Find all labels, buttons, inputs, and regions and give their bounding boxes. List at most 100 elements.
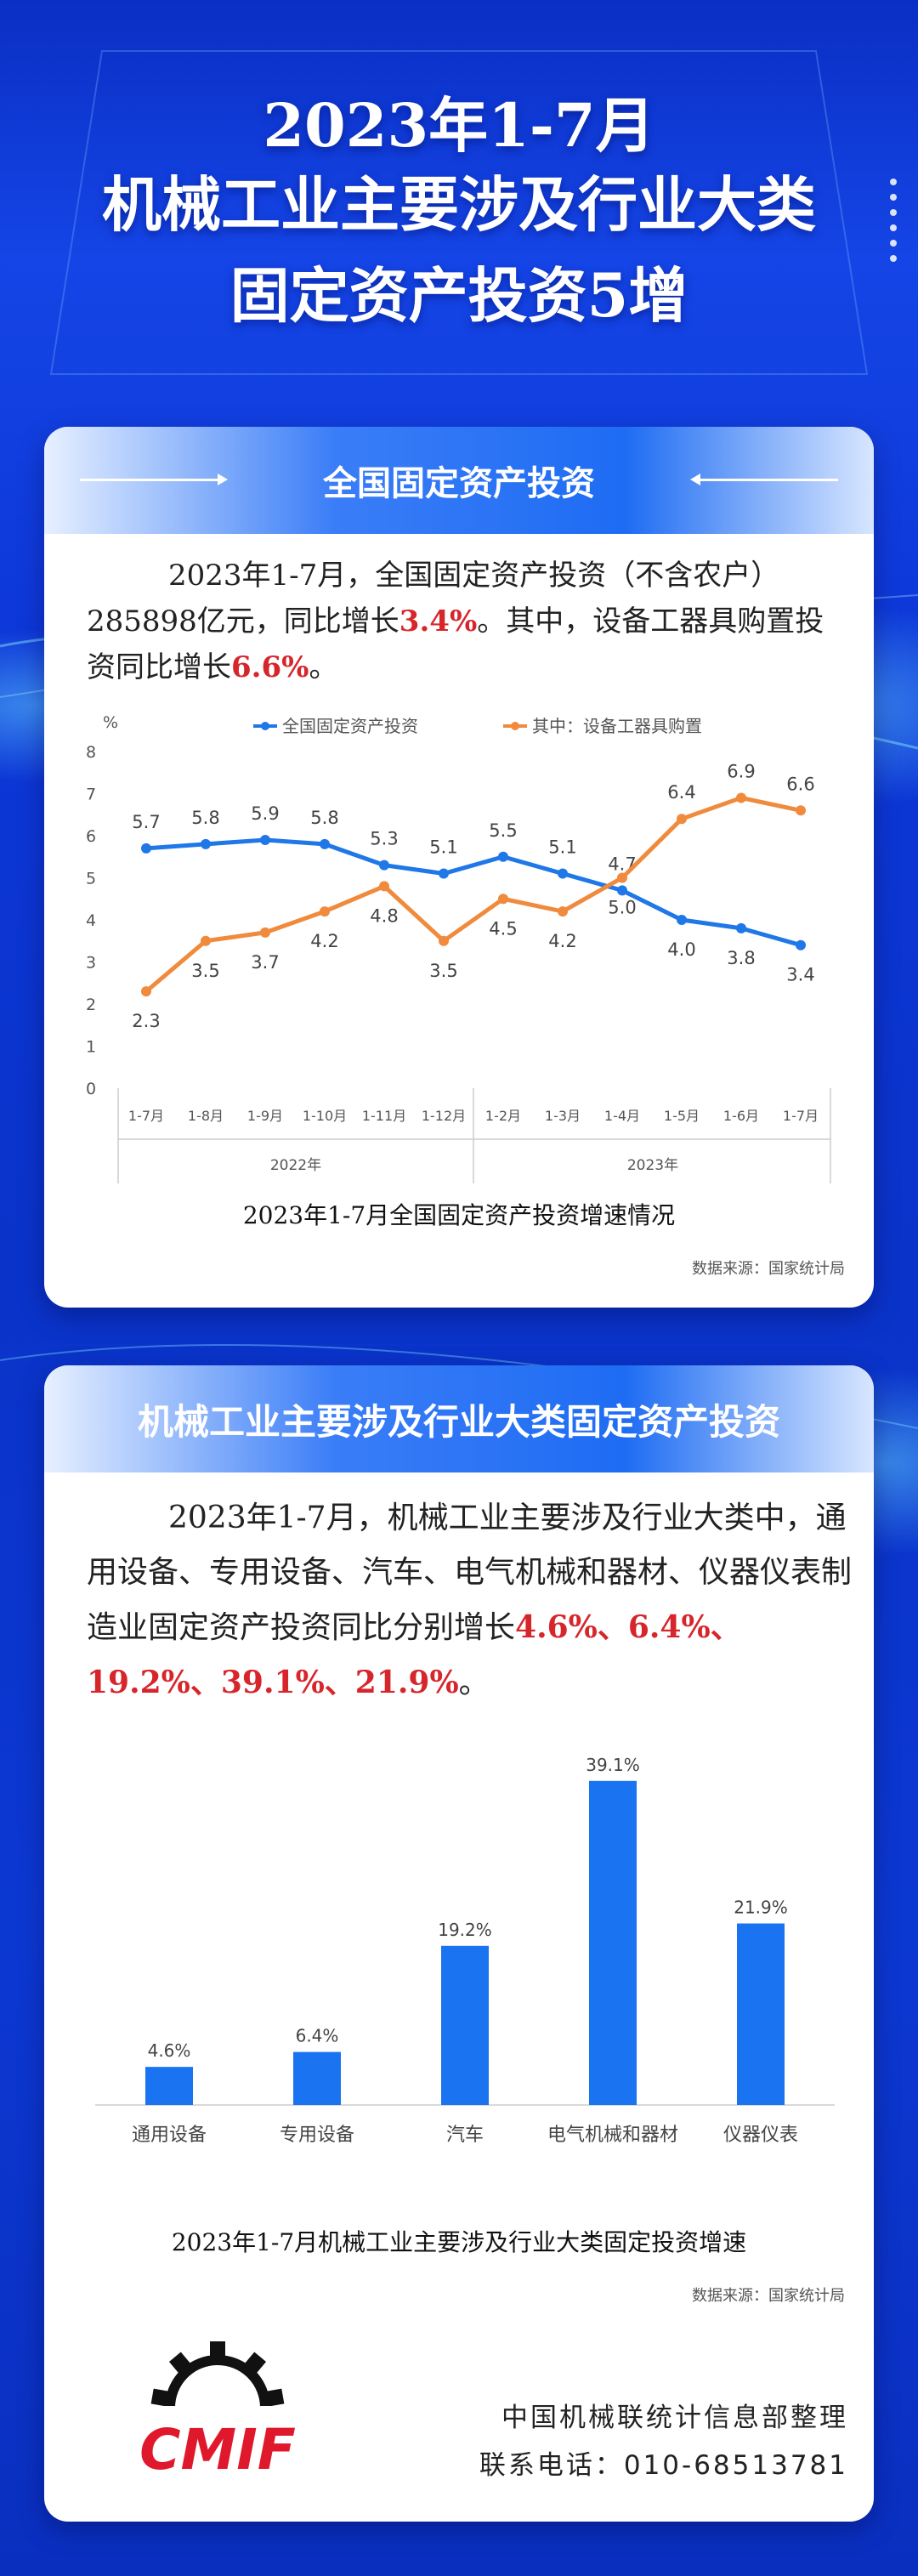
card-machinery-investment: 机械工业主要涉及行业大类固定资产投资 2023年1-7月，机械工业主要涉及行业大… — [44, 1365, 874, 2522]
arrow-left-icon — [690, 474, 838, 485]
y-tick-label: 3 — [86, 954, 96, 973]
y-tick-label: 5 — [86, 870, 96, 888]
bar — [441, 1945, 489, 2105]
series-line-equipment — [144, 795, 802, 994]
x-tick-label: 专用设备 — [280, 2125, 354, 2146]
cmif-logo: CMIF — [116, 2341, 320, 2482]
x-tick-label: 1-9月 — [247, 1108, 283, 1124]
x-group-label: 2022年 — [270, 1157, 321, 1174]
legend-marker — [261, 722, 269, 730]
data-label: 5.1 — [548, 837, 576, 858]
data-point — [736, 792, 746, 803]
data-label: 4.2 — [548, 931, 576, 951]
arrow-right-icon — [80, 474, 228, 485]
legend-label: 其中：设备工器具购置 — [532, 716, 702, 736]
y-tick-label: 8 — [86, 743, 96, 762]
x-tick-label: 1-7月 — [128, 1108, 164, 1124]
data-point — [201, 935, 211, 946]
y-tick-label: 0 — [86, 1080, 96, 1098]
data-label: 5.0 — [608, 898, 636, 918]
data-point — [677, 915, 687, 925]
legend-label: 全国固定资产投资 — [282, 716, 418, 736]
data-point — [141, 986, 151, 997]
highlight-value: 4.6%、6.4%、19.2%、39.1%、21.9% — [87, 1609, 741, 1700]
section-heading: 机械工业主要涉及行业大类固定资产投资 — [137, 1400, 780, 1443]
x-tick-label: 通用设备 — [132, 2125, 207, 2146]
legend-marker — [511, 722, 519, 730]
highlight-value: 6.6% — [231, 650, 309, 684]
data-label: 6.9 — [727, 761, 755, 781]
data-point — [796, 805, 806, 816]
bar — [293, 2051, 341, 2105]
x-tick-label: 1-7月 — [783, 1108, 819, 1124]
data-point — [498, 894, 508, 905]
card-national-investment: 全国固定资产投资 2023年1-7月，全国固定资产投资（不含农户）285898亿… — [44, 427, 874, 1308]
bar-value-label: 6.4% — [296, 2026, 339, 2046]
x-tick-label: 1-11月 — [362, 1108, 406, 1124]
x-tick-label: 1-2月 — [485, 1108, 521, 1124]
data-label: 5.5 — [489, 820, 517, 841]
data-label: 3.4 — [786, 965, 814, 985]
data-label: 4.8 — [370, 905, 398, 926]
data-point — [439, 868, 449, 879]
svg-text:CMIF: CMIF — [139, 2417, 296, 2482]
x-tick-label: 汽车 — [446, 2125, 484, 2146]
data-point — [558, 868, 568, 879]
bar-chart: 4.6% 通用设备 6.4% 专用设备 19.2% 汽车 39.1% 电气机械和器材 21.9%… — [95, 1755, 835, 2146]
title-line-1: 2023年1-7月 — [263, 90, 655, 161]
y-tick-label: 7 — [86, 786, 96, 804]
section-paragraph: 2023年1-7月，全国固定资产投资（不含农户）285898亿元，同比增长3.4… — [87, 553, 835, 690]
paragraph-text: 。其中，设备工器具购置投资同比增长 — [87, 604, 824, 684]
data-point — [617, 885, 627, 896]
data-point — [736, 922, 746, 933]
data-point — [201, 838, 211, 849]
x-tick-label: 1-10月 — [303, 1108, 347, 1124]
x-tick-label: 1-3月 — [545, 1108, 581, 1124]
card-header: 全国固定资产投资 — [44, 427, 874, 534]
data-label: 6.6 — [786, 774, 814, 794]
bar — [589, 1780, 637, 2105]
section-heading: 全国固定资产投资 — [323, 463, 595, 503]
data-label: 4.2 — [310, 931, 338, 951]
data-label: 4.5 — [489, 918, 517, 939]
data-point — [141, 843, 151, 854]
data-point — [498, 851, 508, 862]
bar — [737, 1923, 785, 2105]
data-label: 5.9 — [251, 803, 279, 824]
card-header: 机械工业主要涉及行业大类固定资产投资 — [44, 1365, 874, 1472]
data-point — [320, 838, 330, 849]
x-tick-label: 电气机械和器材 — [547, 2125, 678, 2146]
x-group-label: 2023年 — [627, 1157, 678, 1174]
organizer-text: 中国机械联统计信息部整理 — [502, 2403, 848, 2433]
data-label: 3.5 — [429, 961, 457, 981]
data-label: 2.3 — [132, 1011, 160, 1031]
paragraph-text: 2023年1-7月，机械工业主要涉及行业大类中，通用设备、专用设备、汽车、电气机… — [87, 1501, 853, 1645]
data-point — [379, 860, 389, 871]
data-point — [320, 906, 330, 917]
x-tick-label: 1-8月 — [188, 1108, 224, 1124]
data-label: 4.0 — [667, 939, 695, 960]
data-point — [260, 834, 270, 845]
data-label: 5.3 — [370, 829, 398, 849]
x-tick-label: 1-5月 — [664, 1108, 700, 1124]
data-label: 3.7 — [251, 952, 279, 973]
highlight-value: 3.4% — [399, 604, 478, 638]
data-label: 3.5 — [191, 961, 219, 981]
data-point — [439, 935, 449, 946]
data-label: 5.1 — [429, 837, 457, 858]
x-tick-label: 仪器仪表 — [723, 2125, 798, 2146]
data-point — [677, 814, 687, 825]
title-line-2: 机械工业主要涉及行业大类 — [102, 169, 816, 240]
bar-value-label: 4.6% — [148, 2040, 191, 2061]
data-label: 4.7 — [608, 854, 636, 874]
data-point — [617, 872, 627, 883]
x-tick-label: 1-12月 — [422, 1108, 466, 1124]
data-point — [260, 927, 270, 938]
paragraph-text: 。 — [458, 1665, 490, 1700]
data-label: 3.8 — [727, 948, 755, 968]
data-point — [796, 939, 806, 950]
paragraph-text: 。 — [309, 650, 338, 684]
contact-phone: 联系电话：010-68513781 — [479, 2450, 848, 2481]
x-tick-label: 1-4月 — [604, 1108, 640, 1124]
y-axis-unit: % — [103, 713, 118, 732]
